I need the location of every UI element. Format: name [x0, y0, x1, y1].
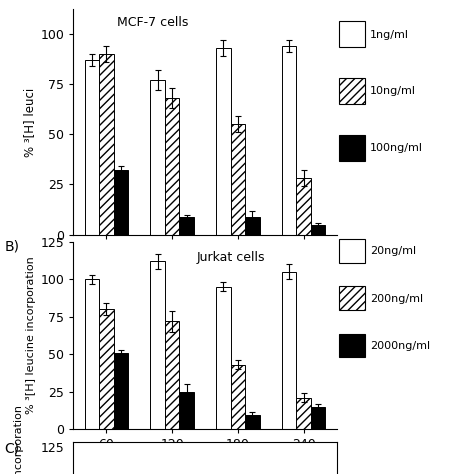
Bar [165, 98, 179, 235]
Text: 100ng/ml: 100ng/ml [370, 143, 423, 154]
Bar [114, 170, 128, 235]
Bar [311, 407, 325, 429]
Bar [296, 398, 311, 429]
Bar [179, 217, 194, 235]
Bar [150, 261, 165, 429]
Bar [311, 225, 325, 235]
Text: 125: 125 [40, 442, 64, 455]
Bar [85, 60, 99, 235]
Bar [282, 272, 296, 429]
Text: 200ng/ml: 200ng/ml [370, 293, 423, 304]
Text: MCF-7 cells: MCF-7 cells [117, 16, 188, 29]
Bar [245, 217, 260, 235]
Bar [179, 392, 194, 429]
Text: 2000ng/ml: 2000ng/ml [370, 341, 430, 351]
Y-axis label: % ³[H] leuci: % ³[H] leuci [23, 87, 36, 157]
Bar [99, 54, 114, 235]
Bar [231, 124, 245, 235]
Bar [216, 48, 231, 235]
Bar [216, 287, 231, 429]
Y-axis label: % ³[H] leucine incorporation: % ³[H] leucine incorporation [27, 256, 36, 414]
Text: 20ng/ml: 20ng/ml [370, 246, 416, 256]
Bar [296, 178, 311, 235]
Text: B): B) [5, 239, 20, 254]
Bar [85, 279, 99, 429]
Text: ine incorporation: ine incorporation [14, 405, 24, 474]
Bar [165, 321, 179, 429]
Bar [114, 353, 128, 429]
Bar [99, 309, 114, 429]
Bar [150, 80, 165, 235]
Bar [231, 365, 245, 429]
Text: 10ng/ml: 10ng/ml [370, 86, 416, 97]
Text: 1ng/ml: 1ng/ml [370, 29, 409, 40]
X-axis label: Time (min): Time (min) [171, 262, 239, 275]
Bar [282, 46, 296, 235]
Bar [245, 416, 260, 429]
Text: C): C) [5, 442, 20, 456]
Text: Jurkat cells: Jurkat cells [197, 251, 265, 264]
